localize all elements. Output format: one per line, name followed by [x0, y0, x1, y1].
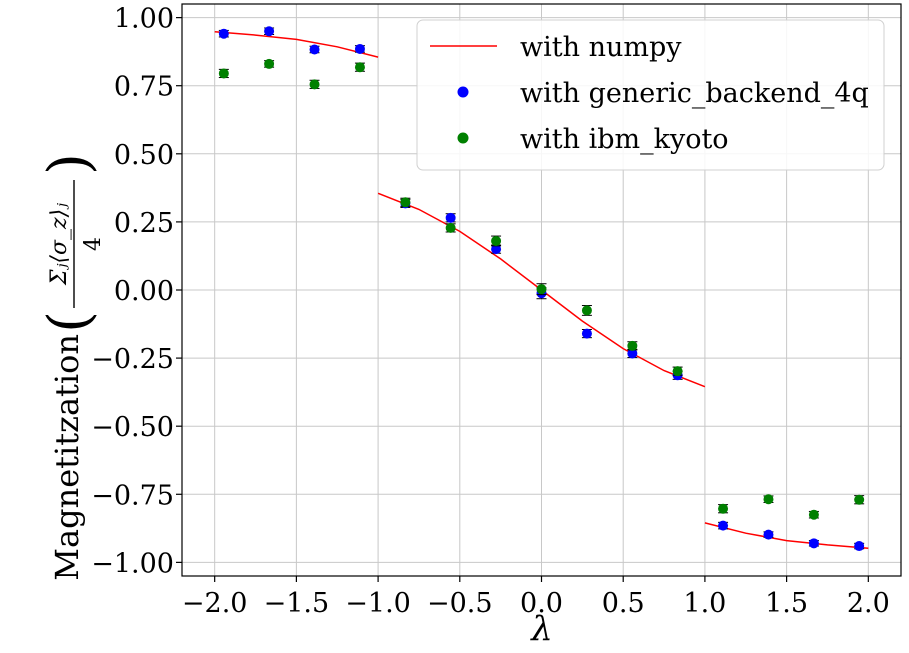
series-generic-backend-4q — [218, 26, 865, 552]
data-point — [627, 348, 638, 359]
data-point — [581, 305, 592, 316]
x-tick-label: −1.5 — [264, 588, 330, 619]
data-point — [718, 520, 729, 531]
data-point — [808, 538, 819, 549]
x-tick-label: 2.0 — [847, 588, 890, 619]
data-point — [400, 197, 411, 208]
data-point — [309, 44, 320, 55]
y-tick-label: 0.25 — [114, 208, 174, 239]
x-tick-label: −2.0 — [182, 588, 248, 619]
legend-marker-generic — [457, 86, 469, 98]
y-tick-label: −0.25 — [91, 344, 174, 375]
data-point — [854, 494, 865, 505]
x-tick-label: 1.0 — [683, 588, 726, 619]
data-point — [808, 509, 819, 520]
y-axis-label-prefix: Magnetitzation — [48, 334, 86, 581]
x-tick-label: −0.5 — [427, 588, 493, 619]
y-tick-label: 0.00 — [114, 276, 174, 307]
data-point — [445, 212, 456, 223]
y-tick-label: 0.50 — [114, 140, 174, 171]
legend: with numpy with generic_backend_4q with … — [416, 19, 885, 171]
y-axis-label-denominator: 4 — [81, 237, 106, 251]
x-axis-label: λ — [529, 609, 553, 649]
y-tick-label: −0.50 — [91, 412, 174, 443]
x-axis-ticks: −2.0 −1.5 −1.0 −0.5 0.0 0.5 1.0 1.5 2.0 — [182, 576, 890, 619]
y-axis-right-paren: ) — [37, 153, 102, 175]
data-point — [718, 503, 729, 514]
numpy-line-segment — [214, 31, 379, 58]
data-point — [491, 244, 502, 255]
y-tick-label: −1.00 — [91, 548, 174, 579]
data-point — [264, 26, 275, 37]
data-point — [264, 58, 275, 69]
data-point — [491, 235, 502, 246]
data-point — [218, 28, 229, 39]
data-point — [445, 222, 456, 233]
data-point — [627, 340, 638, 351]
x-tick-label: 0.0 — [520, 588, 563, 619]
data-point — [218, 68, 229, 79]
y-tick-label: 1.00 — [114, 4, 174, 35]
data-point — [354, 43, 365, 54]
data-point — [536, 284, 547, 295]
x-tick-label: −1.0 — [345, 588, 411, 619]
y-tick-label: −0.75 — [91, 480, 174, 511]
y-axis-ticks: 1.00 0.75 0.50 0.25 0.00 −0.25 −0.50 −0.75 −1.00 — [91, 4, 182, 579]
y-axis-label-numerator: Σⱼ⟨σ_z⟩ⱼ — [47, 203, 72, 286]
series-ibm-kyoto — [218, 58, 865, 520]
data-points — [218, 26, 865, 552]
data-point — [854, 541, 865, 552]
y-axis-label: Magnetitzation ( Σⱼ⟨σ_z⟩ⱼ 4 ) — [37, 153, 106, 581]
legend-box — [416, 19, 885, 171]
x-tick-label: 0.5 — [602, 588, 645, 619]
y-axis-left-paren: ( — [37, 311, 102, 333]
data-point — [672, 366, 683, 377]
data-point — [763, 494, 774, 505]
legend-label-ibm-kyoto: with ibm_kyoto — [520, 124, 729, 155]
data-point — [581, 328, 592, 339]
y-tick-label: 0.75 — [114, 72, 174, 103]
legend-marker-ibm-kyoto — [457, 132, 469, 144]
legend-label-numpy: with numpy — [520, 32, 682, 63]
x-tick-label: 1.5 — [765, 588, 808, 619]
data-point — [763, 529, 774, 540]
numpy-line-segment — [704, 522, 869, 549]
data-point — [354, 62, 365, 73]
legend-label-generic-backend: with generic_backend_4q — [520, 78, 869, 109]
data-point — [309, 79, 320, 90]
